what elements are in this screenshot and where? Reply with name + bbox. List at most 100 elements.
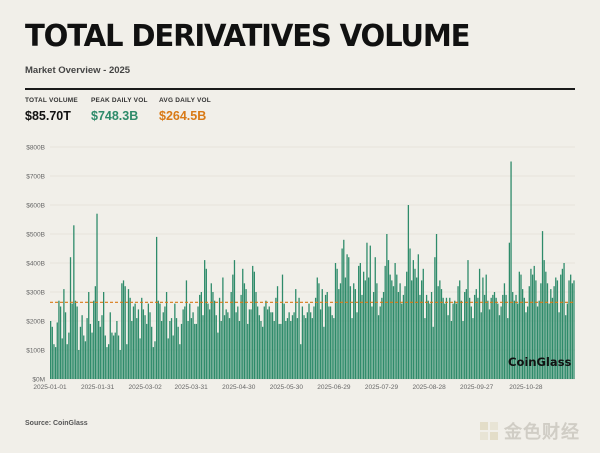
volume-bar	[495, 297, 497, 379]
volume-bar	[305, 318, 307, 379]
volume-bar	[189, 303, 191, 379]
volume-bar	[295, 289, 297, 379]
volume-bar	[414, 268, 416, 379]
stat-total-volume: TOTAL VOLUME $85.70T	[25, 97, 78, 122]
volume-bar	[286, 318, 289, 379]
volume-bar	[127, 289, 130, 379]
volume-bar	[319, 309, 322, 379]
volume-bar	[129, 297, 131, 379]
volume-bar	[182, 309, 184, 379]
volume-bar	[396, 274, 398, 379]
volume-bar	[425, 294, 428, 379]
volume-bar	[424, 318, 426, 379]
volume-bar	[338, 289, 340, 379]
volume-bar	[473, 294, 476, 379]
volume-bar	[344, 277, 347, 379]
stat-label: AVG DAILY VOL	[159, 97, 211, 104]
volume-bar	[372, 292, 375, 379]
volume-bar	[531, 274, 534, 379]
volume-bar	[497, 303, 499, 379]
volume-bar	[81, 315, 83, 379]
volume-bar	[101, 315, 103, 379]
volume-bar	[472, 318, 474, 379]
volume-bar	[336, 268, 338, 379]
volume-bar	[561, 268, 564, 379]
header-divider	[25, 88, 575, 90]
volume-bar	[268, 306, 270, 379]
volume-bar	[192, 312, 194, 379]
volume-bar	[541, 231, 544, 379]
volume-bar	[53, 344, 55, 379]
volume-bar	[409, 248, 411, 379]
volume-bar	[109, 312, 111, 379]
volume-bar	[303, 315, 305, 379]
volume-bar	[116, 321, 118, 379]
volume-bar	[124, 286, 126, 379]
volume-bar	[465, 289, 467, 379]
volume-bar	[329, 306, 332, 379]
volume-bar	[154, 341, 156, 379]
volume-bar	[371, 306, 373, 379]
volume-bar	[381, 297, 383, 379]
volume-bar	[91, 332, 93, 379]
volume-bar	[79, 326, 82, 379]
volume-bar	[528, 286, 530, 379]
volume-bar	[228, 318, 231, 379]
volume-bar	[74, 300, 77, 379]
volume-bar	[533, 265, 535, 379]
volume-bar	[382, 292, 385, 379]
volume-bar	[164, 306, 166, 379]
volume-bar	[313, 306, 315, 379]
volume-bar	[386, 234, 388, 379]
volume-bar	[366, 242, 368, 379]
volume-bar	[530, 268, 532, 379]
volume-bar	[142, 309, 145, 379]
volume-bar	[204, 260, 206, 379]
volume-bar	[464, 292, 466, 379]
volume-bar	[215, 315, 217, 379]
y-tick-label: $400B	[26, 261, 45, 268]
volume-bar	[281, 274, 284, 379]
volume-bar	[159, 303, 161, 379]
volume-bar	[571, 283, 573, 379]
volume-bar	[331, 315, 333, 379]
volume-bar	[324, 294, 327, 379]
volume-bar	[376, 283, 378, 379]
volume-bar	[93, 300, 95, 379]
volume-bar	[538, 300, 540, 379]
volume-bar	[59, 306, 62, 379]
volume-bar	[285, 321, 287, 379]
volume-bar	[512, 292, 514, 379]
volume-bar	[117, 335, 120, 379]
volume-bar	[107, 344, 110, 379]
volume-bar	[566, 303, 569, 379]
volume-bar	[483, 294, 486, 379]
volume-bar	[73, 225, 75, 379]
x-tick-label: 2025-09-27	[460, 384, 494, 391]
volume-bar	[459, 280, 461, 379]
volume-bar	[323, 326, 325, 379]
volume-bar	[242, 268, 244, 379]
volume-bar	[402, 294, 405, 379]
volume-bar	[551, 297, 554, 379]
volume-bar	[520, 274, 522, 379]
volume-bar	[222, 277, 224, 379]
volume-bar	[288, 312, 290, 379]
volume-bar	[119, 350, 121, 379]
volume-bar	[364, 280, 366, 379]
volume-bar	[455, 303, 458, 379]
volume-bar	[210, 283, 212, 379]
x-tick-label: 2025-04-30	[222, 384, 256, 391]
volume-bar	[88, 292, 90, 379]
volume-bar	[248, 309, 251, 379]
volume-bar	[50, 321, 52, 379]
volume-bar	[78, 350, 80, 379]
volume-bar	[470, 306, 472, 379]
volume-bar	[162, 312, 164, 379]
volume-bar	[177, 326, 179, 379]
volume-bar	[260, 321, 262, 379]
volume-bar	[253, 271, 255, 379]
y-tick-label: $200B	[26, 319, 45, 326]
volume-bar	[432, 326, 434, 379]
volume-bar	[318, 283, 320, 379]
